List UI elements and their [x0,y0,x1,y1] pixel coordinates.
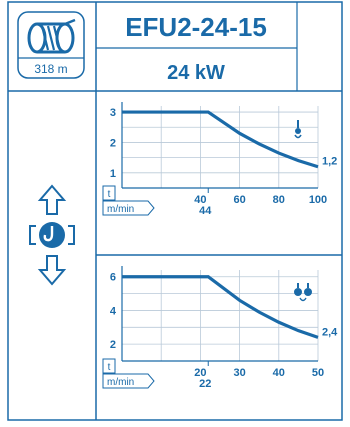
y-tick-label: 2 [110,137,116,149]
chart1-frame [121,102,318,189]
outer-frame [7,1,343,421]
chart-speed-load-double: 2 4 6 20 30 40 50 22 2,4 t m/min [102,266,338,390]
chart1-y-label: t [108,189,111,200]
chart2-series-line [122,275,319,339]
chart1-x-label: m/min [107,204,134,215]
x-tick-label: 50 [312,367,324,379]
y-tick-label: 3 [110,107,116,119]
x-tick-label: 30 [233,367,245,379]
x-tick-label: 80 [273,194,285,206]
cable-drum-icon [17,11,85,79]
chart-speed-load-single: 1 2 3 40 60 80 100 44 1,2 t m/min [102,102,337,217]
drum-length: 318 m [34,62,67,76]
x-tick-label: 20 [194,367,206,379]
chart2-x-label: m/min [107,377,134,388]
chart1-y-unit-box: t m/min [102,185,155,216]
double-hook-load-icon [294,283,312,302]
y-tick-label: 2 [110,339,116,351]
chart2-y-unit-box: t m/min [102,358,155,389]
chart1-end-label: 1,2 [322,156,337,168]
x-tick-label-extra: 44 [199,205,212,217]
lift-hook-icon [29,184,75,286]
power-rating: 24 kW [167,62,225,84]
x-tick-label: 40 [194,194,206,206]
y-tick-label: 4 [110,305,117,317]
chart2-frame [121,266,318,362]
x-tick-label: 60 [233,194,245,206]
y-tick-label: 1 [110,168,116,180]
x-tick-label-extra: 22 [199,378,211,390]
x-tick-label: 40 [273,367,285,379]
single-hook-load-icon [294,120,302,139]
y-tick-label: 6 [110,272,116,284]
model-title: EFU2-24-15 [125,12,267,42]
chart2-y-label: t [108,362,111,373]
chart2-end-label: 2,4 [322,326,338,338]
x-tick-label: 100 [309,194,327,206]
chart1-series-line [122,110,319,169]
